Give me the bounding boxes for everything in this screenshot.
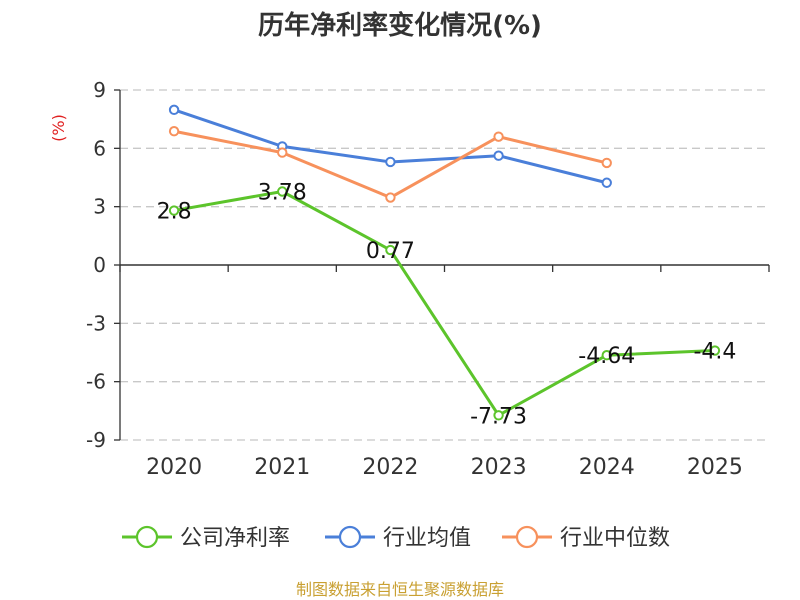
data-point bbox=[277, 147, 288, 158]
data-point bbox=[385, 156, 396, 168]
gridlines bbox=[120, 89, 769, 441]
legend-label: 行业均值 bbox=[383, 526, 471, 551]
data-point bbox=[493, 150, 504, 161]
legend-label: 公司净利率 bbox=[180, 526, 290, 551]
legend-item[interactable]: 行业中位数 bbox=[502, 525, 670, 551]
x-tick-label: 2025 bbox=[687, 455, 743, 480]
data-point bbox=[601, 177, 612, 188]
chart-title: 历年净利率变化情况(%) bbox=[258, 10, 542, 41]
legend-label: 行业中位数 bbox=[560, 526, 670, 551]
legend: 公司净利率 行业均值 行业中位数 bbox=[122, 525, 670, 551]
y-axis-unit: (%) bbox=[49, 114, 68, 142]
data-point bbox=[709, 345, 721, 356]
x-tick-label: 2022 bbox=[362, 455, 418, 480]
y-tick-label: 6 bbox=[93, 136, 106, 160]
data-point bbox=[601, 350, 612, 361]
legend-marker bbox=[515, 525, 539, 549]
source-note: 制图数据来自恒生聚源数据库 bbox=[296, 580, 504, 599]
y-tick-label: 9 bbox=[93, 78, 106, 102]
data-point bbox=[493, 131, 504, 142]
x-axis-ticks: 2020 2021 2022 2023 2024 2025 bbox=[146, 455, 743, 480]
axes bbox=[114, 89, 770, 441]
data-label: -4.4 bbox=[693, 340, 736, 365]
legend-item[interactable]: 公司净利率 bbox=[122, 525, 290, 551]
data-label: 2.8 bbox=[157, 200, 192, 225]
data-point bbox=[493, 410, 504, 421]
legend-item[interactable]: 行业均值 bbox=[325, 525, 471, 551]
x-tick-label: 2021 bbox=[254, 455, 310, 480]
legend-marker bbox=[338, 525, 362, 549]
data-point bbox=[385, 192, 396, 203]
y-tick-label: 0 bbox=[93, 253, 106, 277]
data-point bbox=[168, 205, 180, 216]
x-tick-label: 2020 bbox=[146, 455, 202, 480]
data-point bbox=[385, 244, 396, 256]
y-tick-label: -6 bbox=[86, 370, 106, 394]
data-point bbox=[168, 104, 180, 116]
y-tick-label: -3 bbox=[86, 311, 106, 335]
x-tick-label: 2023 bbox=[471, 455, 527, 480]
x-tick-label: 2024 bbox=[579, 455, 635, 480]
y-axis-ticks: 9 6 3 0 -3 -6 -9 bbox=[86, 78, 106, 452]
data-point bbox=[168, 126, 180, 137]
legend-marker bbox=[135, 525, 159, 549]
series-line bbox=[173, 190, 715, 417]
data-label: -4.64 bbox=[578, 344, 635, 369]
data-labels: 2.8 3.78 0.77 -7.73 -4.64 -4.4 bbox=[157, 181, 737, 430]
data-point bbox=[601, 157, 612, 169]
data-label: 0.77 bbox=[366, 239, 415, 264]
data-point bbox=[277, 186, 288, 197]
y-tick-label: 3 bbox=[93, 195, 106, 219]
data-label: 3.78 bbox=[258, 181, 307, 206]
y-tick-label: -9 bbox=[86, 428, 106, 452]
series-lines bbox=[168, 104, 721, 421]
data-label: -7.73 bbox=[470, 404, 527, 429]
